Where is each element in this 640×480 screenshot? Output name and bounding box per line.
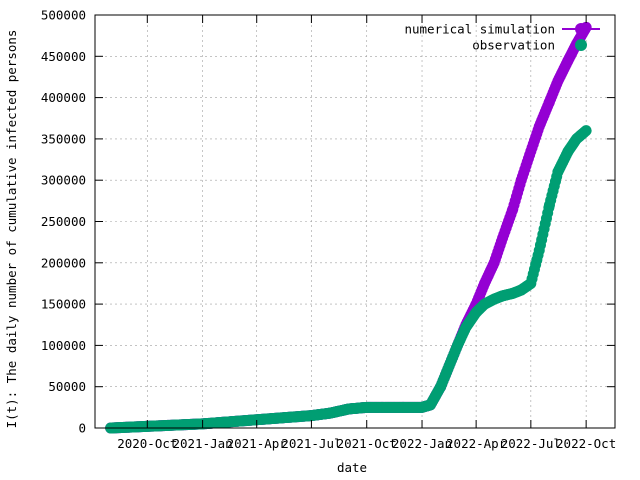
x-tick-label: 2021-Oct [337, 436, 397, 451]
y-tick-label: 150000 [41, 297, 86, 312]
y-tick-label: 450000 [41, 49, 86, 64]
y-tick-label: 400000 [41, 90, 86, 105]
data-point [580, 125, 592, 137]
y-tick-label: 50000 [48, 379, 86, 394]
y-tick-label: 0 [78, 421, 86, 436]
x-tick-label: 2020-Oct [117, 436, 177, 451]
y-axis-label: I(t): The daily number of cumulative inf… [4, 30, 19, 429]
legend-label: observation [472, 38, 555, 53]
x-axis-label: date [337, 460, 367, 475]
x-tick-label: 2021-Jan [172, 436, 232, 451]
x-tick-label: 2022-Apr [446, 436, 507, 451]
legend-marker [575, 39, 587, 51]
grid-lines [95, 15, 615, 428]
x-tick-label: 2021-Jul [281, 436, 341, 451]
legend-marker [575, 23, 587, 35]
y-tick-label: 200000 [41, 255, 86, 270]
legend-label: numerical simulation [404, 22, 555, 37]
y-tick-label: 500000 [41, 8, 86, 23]
y-tick-label: 100000 [41, 338, 86, 353]
y-tick-label: 250000 [41, 214, 86, 229]
x-tick-label: 2022-Oct [556, 436, 616, 451]
y-tick-label: 350000 [41, 131, 86, 146]
x-tick-label: 2021-Apr [227, 436, 288, 451]
y-tick-label: 300000 [41, 173, 86, 188]
axis-ticks: 0 50000 100000 150000 200000 250000 300000 3500… [41, 8, 616, 452]
x-tick-label: 2022-Jul [501, 436, 561, 451]
series-observation [105, 125, 592, 434]
x-tick-label: 2022-Jan [392, 436, 452, 451]
